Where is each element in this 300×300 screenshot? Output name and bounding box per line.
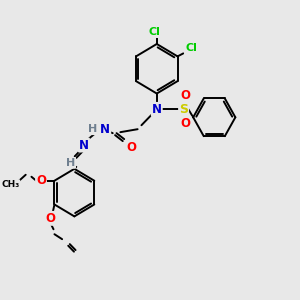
Text: CH₃: CH₃ <box>1 180 20 189</box>
Text: O: O <box>181 89 190 102</box>
Text: O: O <box>127 140 137 154</box>
Text: H: H <box>88 124 98 134</box>
Text: Cl: Cl <box>185 44 197 53</box>
Text: O: O <box>46 212 56 225</box>
Text: H: H <box>66 158 75 168</box>
Text: N: N <box>79 139 89 152</box>
Text: N: N <box>100 123 110 136</box>
Text: O: O <box>181 117 190 130</box>
Text: Cl: Cl <box>149 27 161 37</box>
Text: N: N <box>152 103 162 116</box>
Text: O: O <box>36 174 46 187</box>
Text: S: S <box>179 103 188 116</box>
